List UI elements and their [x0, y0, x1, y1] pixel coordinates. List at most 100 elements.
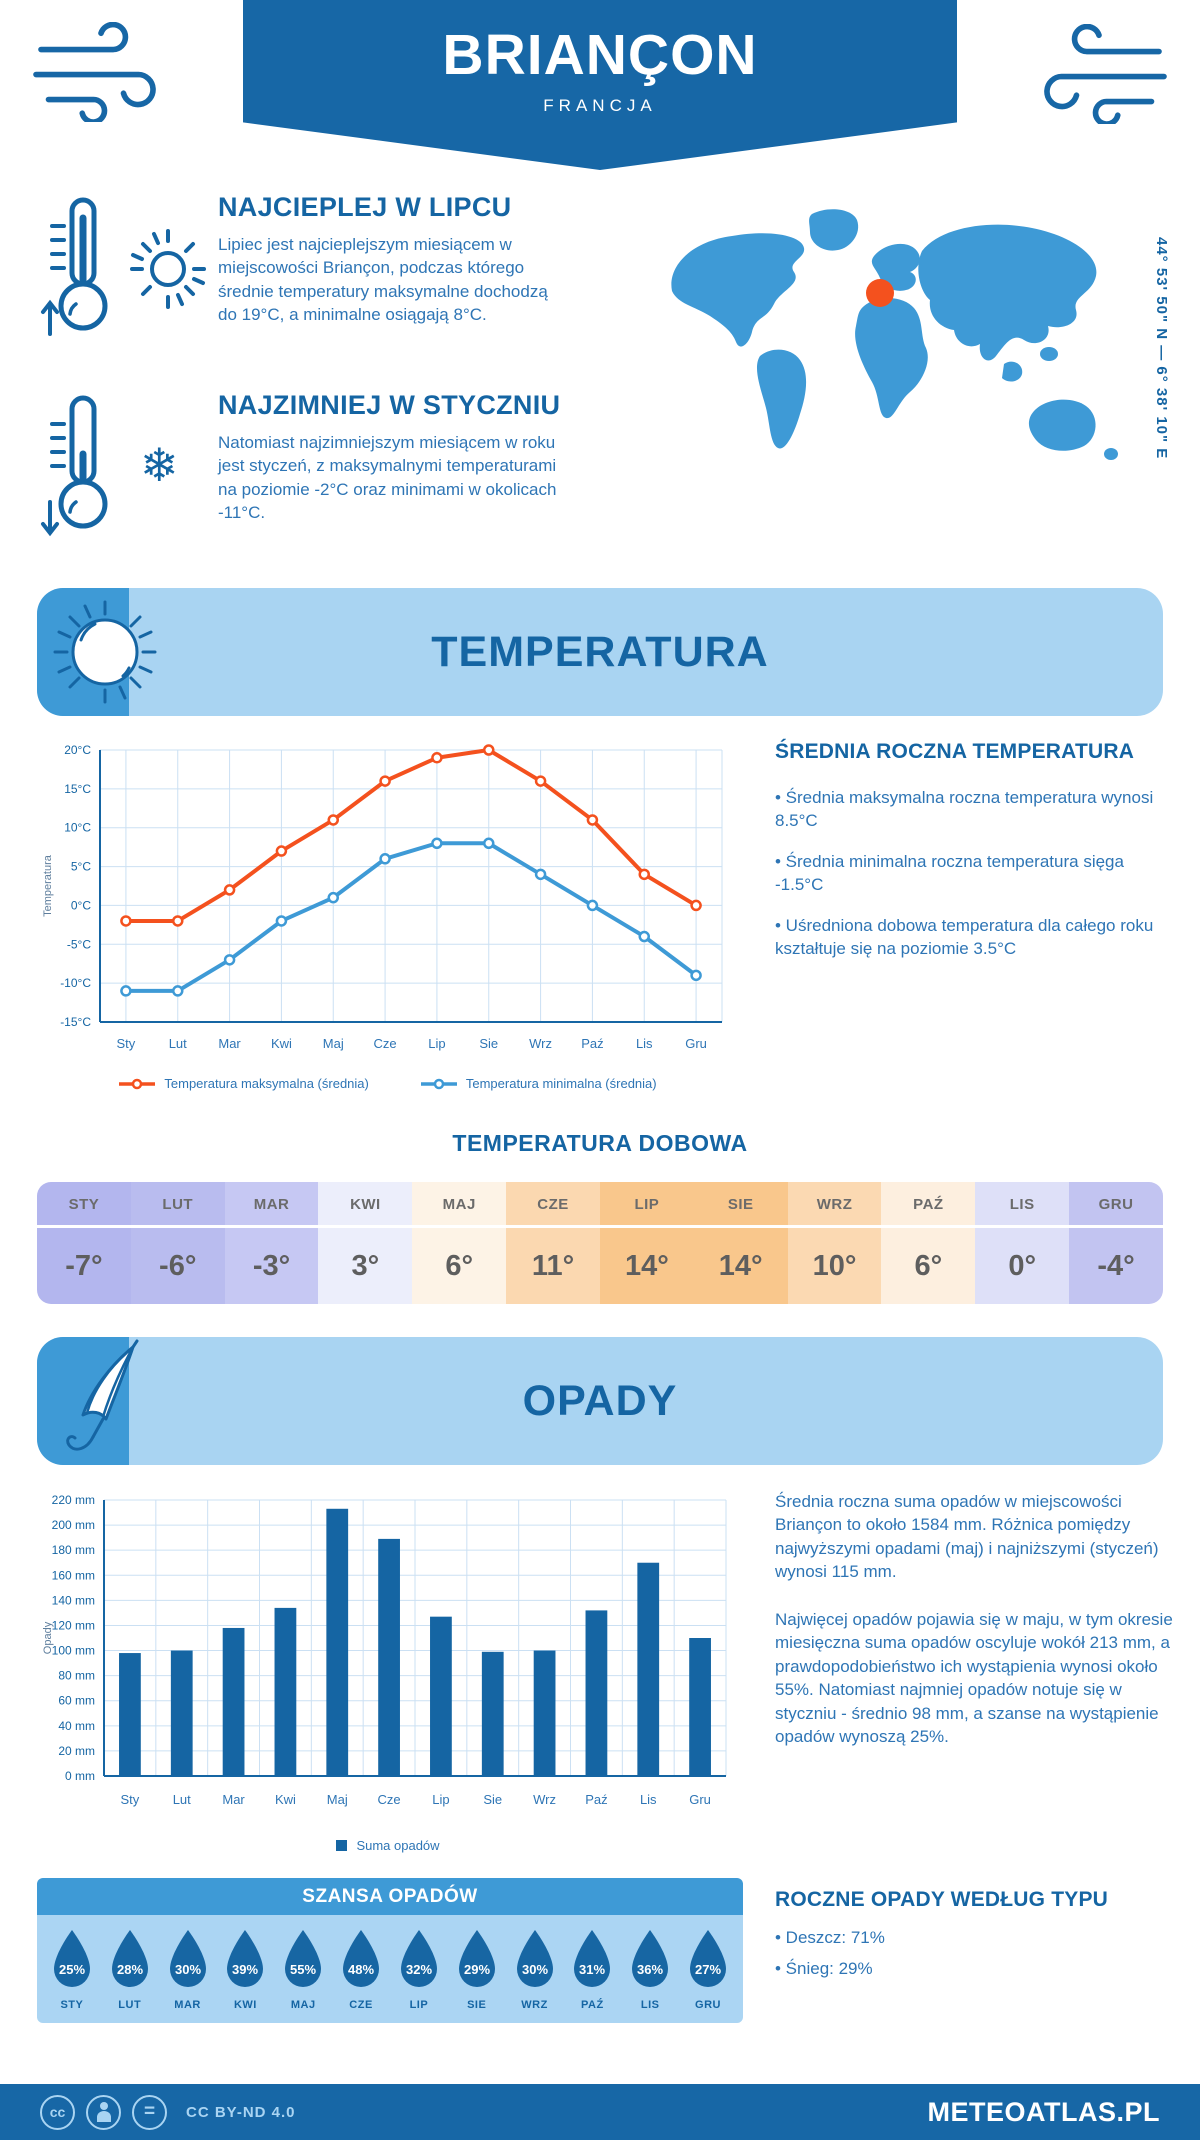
data-point — [275, 915, 288, 927]
data-point — [223, 954, 236, 966]
data-point — [120, 915, 132, 927]
daily-temp-col-CZE: CZE 11° — [506, 1182, 600, 1304]
water-drop-icon: 39% — [227, 1930, 264, 1987]
data-point — [327, 891, 339, 904]
daily-temp-month: SIE — [693, 1182, 788, 1228]
sun-icon — [130, 229, 206, 309]
water-drop-icon: 25% — [53, 1930, 90, 1987]
daily-temp-col-LIP: LIP 14° — [599, 1182, 694, 1304]
svg-text:Maj: Maj — [327, 1792, 348, 1807]
chance-month-label: LIP — [409, 1999, 429, 2011]
chance-month-label: MAJ — [290, 1999, 316, 2011]
annual-bullet: • Uśredniona dobowa temperatura dla całe… — [775, 915, 1154, 959]
daily-temp-value: -4° — [1097, 1250, 1135, 1282]
data-point — [431, 752, 443, 764]
bar-Cze — [378, 1538, 400, 1776]
map-location-marker — [866, 279, 894, 307]
legend-precip-sum: Suma opadów — [336, 1838, 440, 1853]
bar-Gru — [689, 1638, 711, 1776]
svg-text:160 mm: 160 mm — [52, 1568, 95, 1582]
precipitation-text-block: Średnia roczna suma opadów w miejscowośc… — [775, 1490, 1175, 1766]
bar-Lut — [170, 1650, 193, 1776]
bar-Paź — [585, 1610, 608, 1776]
snowflake-icon: ❄ — [140, 438, 179, 492]
chance-month-label: MAR — [174, 1999, 201, 2011]
chance-month-label: CZE — [349, 1999, 373, 2011]
data-point — [534, 775, 547, 787]
daily-temp-month: WRZ — [787, 1182, 882, 1228]
daily-temp-value: -6° — [159, 1250, 197, 1282]
world-map — [671, 209, 1118, 460]
data-point — [379, 853, 391, 865]
chance-month-label: KWI — [233, 1999, 257, 2011]
svg-text:Mar: Mar — [218, 1036, 241, 1051]
map-australia — [1028, 399, 1096, 451]
svg-text:Lut: Lut — [173, 1792, 191, 1807]
daily-temp-value: 11° — [531, 1250, 575, 1282]
temperature-section-banner: TEMPERATURA — [37, 588, 1163, 716]
data-point — [379, 775, 391, 787]
svg-text:0 mm: 0 mm — [65, 1769, 95, 1783]
annual-bullet: • Średnia maksymalna roczna temperatura … — [775, 788, 1154, 831]
chance-drop-LIS: 36% LIS — [621, 1927, 679, 2011]
city-banner: BRIANÇON FRANCJA — [243, 0, 957, 170]
chance-drop-CZE: 48% CZE — [332, 1927, 390, 2011]
chance-of-precipitation-panel: SZANSA OPADÓW 25% STY 28% LUT 30% MAR 39% KWI 55… — [37, 1878, 743, 2023]
thermometer-down-icon — [41, 395, 108, 537]
daily-temp-value: 0° — [1008, 1250, 1037, 1282]
chance-drop-MAR: 30% MAR — [159, 1927, 217, 2011]
annual-temperature-heading: ŚREDNIA ROCZNA TEMPERATURA — [775, 740, 1135, 763]
map-south-america — [756, 349, 807, 449]
svg-text:29%: 29% — [464, 1962, 490, 1977]
legend-min-temp: Temperatura minimalna (średnia) — [420, 1076, 657, 1091]
daily-temp-value: 14° — [718, 1250, 763, 1282]
chance-drop-LUT: 28% LUT — [101, 1927, 159, 2011]
chance-month-label: LUT — [118, 1999, 142, 2011]
data-point — [586, 814, 599, 826]
svg-text:15°C: 15°C — [64, 782, 91, 796]
footer: cc = CC BY-ND 4.0 METEOATLAS.PL — [0, 2084, 1200, 2140]
svg-text:Gru: Gru — [689, 1792, 711, 1807]
svg-text:Lut: Lut — [169, 1036, 187, 1051]
by-type-bullet: • Śnieg: 29% — [775, 1959, 873, 1979]
map-new-zealand — [1104, 448, 1118, 460]
data-point — [327, 814, 339, 826]
by-type-bullet: • Deszcz: 71% — [775, 1928, 885, 1947]
annual-temperature-block: ŚREDNIA ROCZNA TEMPERATURA • Średnia mak… — [775, 740, 1170, 978]
country-label: FRANCJA — [543, 96, 657, 115]
coldest-month-block: ❄ NAJZIMNIEJ W STYCZNIU Natomiast najzim… — [40, 390, 650, 540]
bar-Lis — [637, 1562, 660, 1776]
daily-temp-value: 10° — [812, 1250, 857, 1282]
daily-temp-month: STY — [37, 1182, 131, 1228]
umbrella-icon — [66, 1339, 139, 1451]
cc-icon: cc — [40, 2094, 75, 2130]
data-point — [690, 899, 702, 912]
data-point — [534, 868, 547, 881]
daily-temp-month: LIP — [599, 1182, 694, 1228]
daily-temp-col-KWI: KWI 3° — [318, 1182, 413, 1304]
data-point — [586, 899, 599, 912]
water-drop-icon: 28% — [111, 1930, 148, 1987]
svg-text:-15°C: -15°C — [60, 1015, 91, 1029]
svg-text:Kwi: Kwi — [271, 1036, 292, 1051]
svg-text:Lis: Lis — [636, 1036, 653, 1051]
svg-text:39%: 39% — [232, 1962, 258, 1977]
daily-temp-col-SIE: SIE 14° — [693, 1182, 788, 1304]
svg-text:Temperatura: Temperatura — [42, 854, 54, 917]
chance-drop-STY: 25% STY — [43, 1927, 101, 2011]
daily-temp-value: -3° — [252, 1250, 291, 1282]
svg-text:48%: 48% — [348, 1962, 374, 1977]
annual-bullet: • Średnia minimalna roczna temperatura s… — [775, 851, 1124, 895]
water-drop-icon: 29% — [458, 1930, 495, 1987]
temperature-section-title: TEMPERATURA — [431, 627, 769, 676]
daily-temp-month: LIS — [975, 1182, 1070, 1228]
license-label: CC BY-ND 4.0 — [186, 2103, 296, 2121]
svg-text:Lip: Lip — [428, 1036, 445, 1051]
temperature-legend: Temperatura maksymalna (średnia) Tempera… — [38, 1076, 738, 1091]
daily-temp-month: LUT — [130, 1182, 225, 1228]
legend-max-marker — [119, 1078, 156, 1089]
svg-text:30%: 30% — [175, 1962, 201, 1977]
daily-temp-value: 3° — [351, 1250, 380, 1282]
water-drop-icon: 31% — [574, 1930, 611, 1987]
daily-temperature-heading: TEMPERATURA DOBOWA — [452, 1130, 748, 1156]
